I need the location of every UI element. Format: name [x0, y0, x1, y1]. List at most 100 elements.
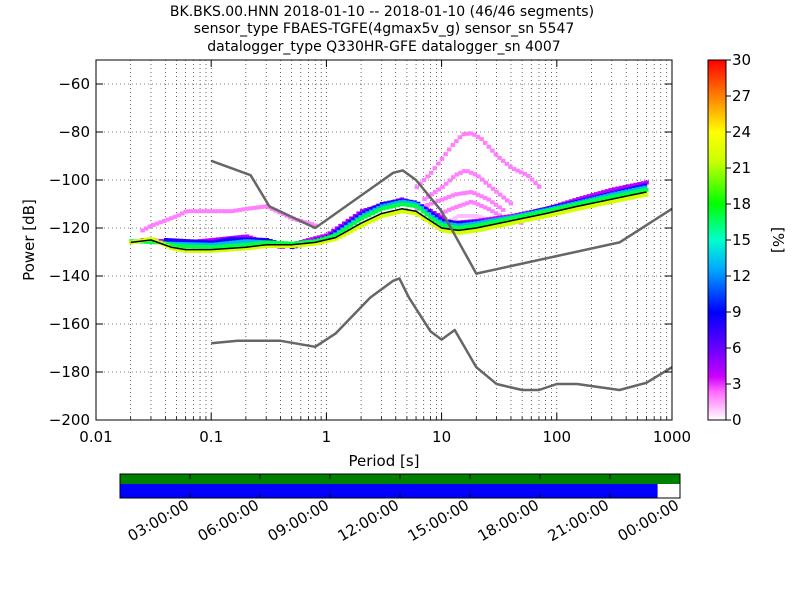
psd-cell: [172, 214, 178, 219]
psd-cell: [174, 241, 180, 246]
psd-cell: [163, 238, 169, 242]
psd-cell: [251, 241, 257, 246]
psd-cell: [457, 191, 463, 196]
y-tick-label: −160: [49, 315, 90, 333]
psd-cell: [413, 204, 419, 209]
psd-cell: [243, 237, 248, 242]
psd-cell: [147, 224, 153, 229]
psd-cell: [451, 222, 457, 227]
psd-cell: [510, 220, 516, 225]
psd-cell: [441, 221, 446, 226]
psd-cell: [517, 219, 523, 224]
psd-cell: [204, 248, 210, 253]
psd-cell: [427, 215, 433, 220]
psd-cell: [269, 244, 275, 248]
psd-cell: [503, 222, 509, 227]
psd-cell: [370, 211, 375, 216]
psd-cell: [257, 237, 262, 242]
psd-cell: [611, 194, 617, 199]
time-coverage-bar: 03:00:00 06:00:00 09:00:00 12:00:00 15:00:00…: [119, 473, 682, 545]
psd-cell: [610, 192, 615, 197]
psd-cell: [250, 237, 255, 242]
psd-cell: [546, 208, 552, 213]
psd-cell: [402, 209, 408, 214]
psd-cell: [211, 245, 217, 250]
psd-cell: [489, 220, 494, 225]
psd-cell: [239, 237, 244, 242]
psd-cell: [365, 208, 370, 213]
psd-cell: [232, 240, 237, 245]
psd-cell: [229, 247, 235, 252]
psd-cell: [468, 131, 474, 136]
colorbar: 0 3 6 9 12 15 18 21 24 27 30 [%]: [707, 51, 787, 429]
psd-cell: [276, 240, 282, 245]
psd-cell: [341, 228, 347, 233]
psd-cell: [451, 220, 457, 225]
psd-cell: [467, 214, 472, 218]
psd-cell: [525, 217, 530, 222]
psd-cell: [165, 242, 170, 247]
psd-cell: [430, 214, 435, 219]
psd-cell: [187, 209, 192, 214]
x-tick-label: 0.01: [79, 428, 112, 446]
psd-cell: [179, 248, 185, 253]
psd-cell: [370, 218, 375, 223]
colorbar-tick-label: 12: [732, 267, 751, 285]
psd-cell: [633, 190, 638, 195]
coverage-tick-label: 12:00:00: [335, 496, 402, 545]
psd-cell: [228, 240, 234, 245]
psd-cell: [147, 237, 152, 242]
psd-cell: [255, 245, 260, 250]
psd-cell: [482, 140, 488, 145]
psd-cell: [181, 242, 187, 247]
psd-cell: [436, 161, 441, 166]
psd-cell: [597, 191, 603, 196]
psd-cell: [255, 241, 260, 246]
psd-cell: [336, 227, 342, 232]
psd-cell: [478, 222, 483, 227]
psd-cell: [437, 219, 442, 224]
psd-cell: [341, 232, 347, 237]
psd-cell: [258, 244, 264, 249]
psd-cell: [510, 216, 516, 221]
psd-cell: [477, 220, 482, 225]
psd-cell: [171, 238, 176, 243]
psd-cell: [181, 238, 187, 243]
psd-cell: [640, 193, 645, 198]
psd-cell: [428, 170, 434, 175]
psd-cell: [140, 228, 145, 233]
psd-cell: [291, 243, 296, 248]
psd-cell: [154, 221, 160, 226]
psd-cell: [251, 205, 257, 210]
psd-cell: [340, 224, 345, 229]
psd-cell: [460, 230, 465, 235]
psd-cell: [604, 189, 610, 194]
psd-cell: [208, 238, 214, 243]
colorbar-tick-label: 21: [732, 159, 751, 177]
psd-cell: [366, 212, 372, 217]
psd-cell: [383, 203, 388, 208]
psd-cell: [208, 209, 214, 214]
y-tick-label: −80: [58, 123, 90, 141]
psd-cell: [298, 240, 303, 245]
psd-cell: [492, 224, 498, 229]
psd-cell: [424, 218, 429, 223]
psd-cell: [203, 242, 208, 247]
psd-cell: [553, 206, 559, 211]
psd-cell: [420, 209, 426, 214]
psd-cell: [175, 247, 181, 252]
psd-cell: [497, 155, 502, 160]
psd-cell: [446, 207, 452, 212]
psd-cell: [561, 210, 566, 215]
psd-cell: [535, 215, 541, 220]
psd-cell: [425, 202, 430, 207]
psd-cell: [476, 174, 481, 179]
psd-cell: [526, 173, 531, 178]
psd-cell: [348, 229, 354, 234]
psd-cell: [423, 206, 428, 211]
psd-cell: [452, 216, 458, 221]
psd-cell: [479, 203, 484, 208]
psd-cell: [391, 211, 397, 216]
psd-cell: [479, 137, 484, 142]
psd-cell: [219, 244, 224, 249]
